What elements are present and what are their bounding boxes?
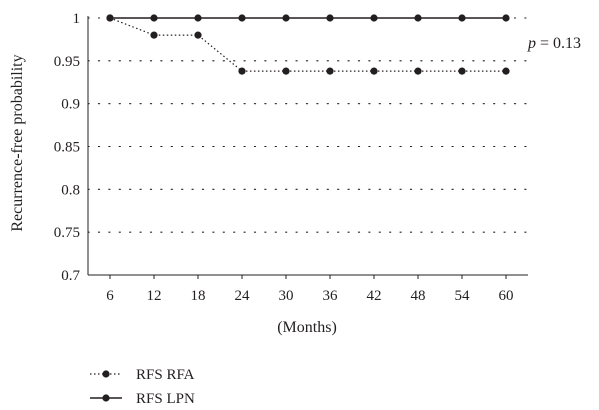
- y-tick-label: 0.75: [54, 225, 80, 241]
- axes: [87, 16, 528, 279]
- x-tick-label: 18: [191, 288, 206, 304]
- y-tick-label: 0.85: [54, 140, 80, 156]
- y-tick-label: 1: [73, 11, 81, 27]
- y-tick-label: 0.9: [61, 97, 80, 113]
- p-value-text: = 0.13: [536, 35, 581, 52]
- data-point: [106, 14, 114, 22]
- data-point: [326, 67, 334, 75]
- y-tick-labels: 0.7 0.75 0.8 0.85 0.9 0.95 1: [54, 11, 81, 284]
- series-layer: [106, 14, 510, 75]
- series-line: [109, 17, 506, 72]
- legend-item: RFS LPN: [90, 391, 195, 407]
- data-point: [194, 31, 202, 39]
- legend-marker: [102, 394, 110, 402]
- data-point: [370, 14, 378, 22]
- data-point: [414, 14, 422, 22]
- x-tick-label: 12: [147, 288, 162, 304]
- legend-label: RFS LPN: [136, 391, 195, 407]
- data-point: [326, 14, 334, 22]
- x-tick-label: 30: [279, 288, 294, 304]
- y-tick-label: 0.8: [61, 182, 80, 198]
- gridlines: [87, 17, 529, 233]
- series-rfs-lpn: [106, 14, 510, 22]
- x-tick-label: 42: [367, 288, 382, 304]
- y-axis-label: Recurrence-free probability: [9, 54, 26, 231]
- x-axis-label: (Months): [277, 319, 337, 336]
- data-point: [150, 14, 158, 22]
- data-point: [370, 67, 378, 75]
- data-point: [194, 14, 202, 22]
- data-point: [150, 31, 158, 39]
- data-point: [238, 67, 246, 75]
- y-tick-label: 0.95: [54, 54, 80, 70]
- data-point: [502, 14, 510, 22]
- data-point: [238, 14, 246, 22]
- legend-marker: [102, 370, 110, 378]
- x-tick-label: 48: [411, 288, 426, 304]
- x-tick-labels: 6 12 18 24 30 36 42 48 54 60: [106, 288, 513, 304]
- data-point: [282, 14, 290, 22]
- data-point: [502, 67, 510, 75]
- x-tick-label: 54: [455, 288, 471, 304]
- series-rfs-rfa: [106, 14, 510, 75]
- data-point: [414, 67, 422, 75]
- p-value-symbol: p: [527, 35, 536, 52]
- legend: RFS RFA RFS LPN: [90, 367, 195, 407]
- data-point: [458, 14, 466, 22]
- x-tick-label: 60: [499, 288, 514, 304]
- y-tick-label: 0.7: [61, 268, 80, 284]
- legend-item: RFS RFA: [90, 367, 195, 383]
- x-tick-label: 36: [323, 288, 339, 304]
- legend-label: RFS RFA: [136, 367, 195, 383]
- x-tick-label: 6: [106, 288, 114, 304]
- x-tick-label: 24: [235, 288, 251, 304]
- p-value-annotation: p = 0.13: [527, 35, 581, 52]
- data-point: [458, 67, 466, 75]
- data-point: [282, 67, 290, 75]
